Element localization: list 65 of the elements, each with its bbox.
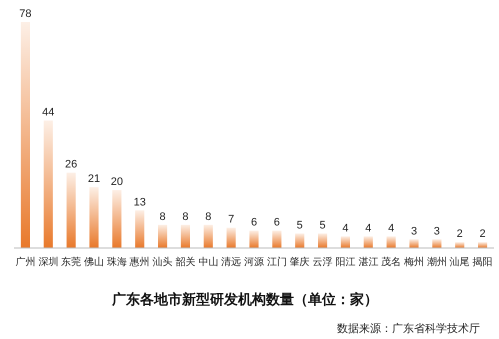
x-tick-label: 湛江 [358,256,378,268]
data-label: 26 [65,158,78,171]
x-tick-label: 阳江 [335,256,356,268]
x-tick-label: 河源 [244,256,264,268]
x-tick-label: 汕头 [152,256,173,268]
bar [226,228,236,248]
x-tick-label: 中山 [198,256,218,268]
data-label: 2 [456,228,463,240]
x-tick-label: 江门 [266,256,287,268]
data-label: 8 [182,210,188,223]
x-tick-label: 惠州 [128,256,150,268]
data-label: 44 [42,106,54,119]
bar [386,236,396,248]
data-label: 8 [160,210,166,223]
data-label: 8 [205,210,212,223]
x-tick-label: 潮州 [426,256,447,268]
data-label: 7 [228,214,234,226]
bar [204,224,213,248]
bar [20,22,30,248]
source-note: 数据来源：广东省科学技术厅 [337,322,480,335]
x-tick-label: 珠海 [106,256,127,268]
data-label: 5 [296,220,303,232]
bar [318,234,328,248]
x-tick-label: 广州 [15,256,36,268]
bar [295,234,304,248]
text: 广东各地市新型研发机构数量（单位：家） [111,291,378,307]
data-label: 6 [250,216,258,229]
bar [340,236,350,248]
data-label: 21 [88,173,100,186]
bar [272,230,282,248]
data-label: 5 [320,220,326,232]
data-label: 2 [480,228,486,240]
bar [89,187,99,248]
bar [135,210,144,248]
bar [409,239,419,248]
data-label: 4 [342,222,348,234]
bar [66,172,76,248]
x-tick-label: 肇庆 [290,256,310,268]
data-label: 4 [365,222,372,234]
x-tick-label: 云浮 [312,256,333,268]
bar [44,120,53,248]
x-tick-label: 韶关 [175,256,196,268]
bar [112,190,122,248]
data-label: 6 [274,216,280,229]
bar [455,242,464,248]
data-label: 20 [110,176,123,188]
x-tick-label: 茂名 [381,256,402,268]
data-label: 13 [134,196,146,208]
x-tick-label: 梅州 [403,256,424,268]
x-tick-label: 深圳 [38,256,58,268]
x-tick-label: 清远 [221,256,242,268]
data-label: 4 [388,222,394,234]
x-tick-label: 揭阳 [472,256,493,268]
bar [478,242,488,248]
x-tick-label: 汕尾 [450,256,470,268]
x-tick-label: 佛山 [84,256,104,268]
bar [158,224,168,248]
bar [180,224,190,248]
data-label: 78 [19,8,32,20]
data-label: 3 [434,225,440,238]
bar [249,230,259,248]
bar [364,236,373,248]
x-tick-label: 东莞 [61,256,82,268]
data-label: 3 [410,225,418,238]
bar [432,239,442,248]
